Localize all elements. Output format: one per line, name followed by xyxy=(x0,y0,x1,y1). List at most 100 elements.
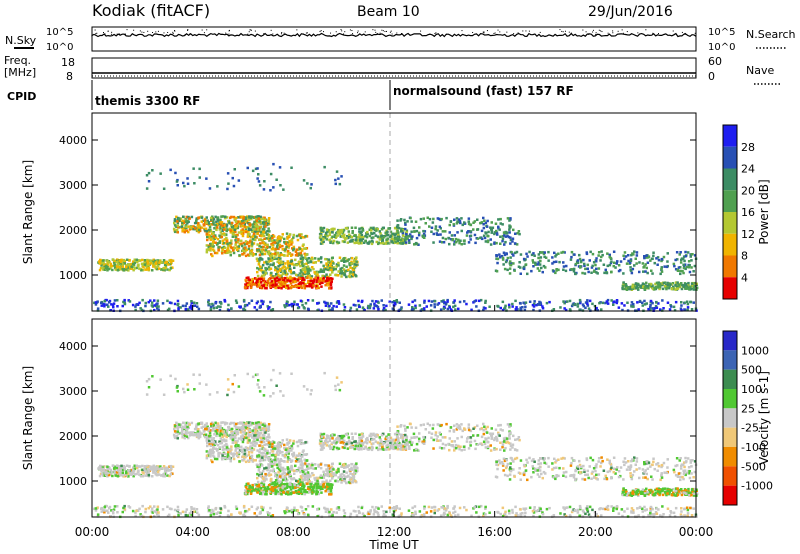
velocity-cell xyxy=(256,431,260,435)
power-cell xyxy=(190,215,194,219)
velocity-cell xyxy=(316,477,319,480)
power-cell xyxy=(339,267,342,270)
velocity-cell xyxy=(231,435,235,439)
power-cell xyxy=(118,268,122,271)
power-cell xyxy=(335,305,338,308)
power-cell xyxy=(207,245,210,249)
power-panel-bg xyxy=(92,113,696,311)
power-cell xyxy=(672,287,675,291)
power-cell xyxy=(555,268,558,271)
velocity-cell xyxy=(216,432,219,435)
velocity-cell xyxy=(292,453,296,457)
power-cell xyxy=(430,300,434,303)
power-cell xyxy=(120,258,123,262)
power-cell xyxy=(340,272,344,275)
velocity-cell xyxy=(261,469,265,473)
power-cell xyxy=(273,275,277,278)
power-cell xyxy=(133,261,137,265)
power-cell xyxy=(98,268,102,272)
nsearch-point xyxy=(582,29,584,31)
nsearch-point xyxy=(381,29,383,31)
power-cell xyxy=(271,244,274,247)
power-cell xyxy=(265,267,269,271)
power-cell xyxy=(96,309,100,312)
power-cell xyxy=(133,267,137,270)
power-cell xyxy=(330,236,333,240)
power-cell xyxy=(301,257,305,261)
power-cell xyxy=(256,225,260,229)
velocity-cell xyxy=(260,454,264,458)
power-cell xyxy=(133,258,136,261)
power-cell xyxy=(675,251,679,254)
velocity-cell xyxy=(319,463,323,466)
power-cell xyxy=(317,275,320,278)
power-cell xyxy=(689,300,692,304)
power-cell xyxy=(225,236,228,240)
nave-label: Nave xyxy=(746,64,774,77)
power-cell xyxy=(446,307,450,311)
power-cell xyxy=(467,220,470,223)
power-cell xyxy=(256,285,259,288)
power-cell xyxy=(258,306,262,309)
power-cell xyxy=(290,262,294,265)
power-cell xyxy=(660,257,664,261)
power-cell xyxy=(425,305,428,308)
power-cell xyxy=(552,270,555,273)
velocity-cell xyxy=(183,434,186,438)
velocity-cell xyxy=(312,467,315,470)
power-cell xyxy=(200,226,204,229)
power-cell xyxy=(322,230,325,233)
velocity-cell xyxy=(234,449,237,452)
power-cell xyxy=(389,230,393,234)
power-cell xyxy=(629,287,632,291)
nsearch-point xyxy=(600,30,602,32)
power-cell xyxy=(499,235,502,238)
power-cell xyxy=(324,280,327,283)
velocity-cell xyxy=(118,474,122,477)
power-cell xyxy=(501,300,505,304)
power-cell xyxy=(311,299,315,302)
power-cell xyxy=(262,278,265,282)
power-cell xyxy=(564,308,568,312)
power-cell xyxy=(121,268,124,271)
power-cell xyxy=(147,263,150,267)
velocity-cell xyxy=(209,453,212,456)
power-cell xyxy=(256,249,259,252)
power-cell xyxy=(174,218,177,222)
power-cell xyxy=(225,240,229,243)
power-cell xyxy=(427,299,431,303)
power-cell xyxy=(352,271,355,274)
power-cell xyxy=(585,300,589,304)
velocity-cell xyxy=(133,473,137,476)
velocity-cell xyxy=(195,423,198,426)
power-cell xyxy=(102,268,105,271)
velocity-cell xyxy=(298,466,301,469)
power-cell xyxy=(532,308,535,312)
power-cell xyxy=(460,243,463,246)
power-cell xyxy=(157,267,161,270)
power-cell xyxy=(255,215,258,219)
power-cell xyxy=(275,283,278,286)
power-cell xyxy=(312,284,315,287)
power-cell xyxy=(485,225,489,228)
power-cell xyxy=(329,240,332,243)
power-cell xyxy=(499,306,502,310)
velocity-cell xyxy=(211,460,214,464)
power-cell xyxy=(233,218,236,221)
power-cell xyxy=(666,260,669,263)
power-cell xyxy=(299,275,302,278)
velocity-cell xyxy=(274,455,277,458)
velocity-cell xyxy=(212,447,215,450)
velocity-cell xyxy=(297,468,301,472)
power-cell xyxy=(107,261,110,264)
velocity-cell xyxy=(301,442,305,445)
power-cell xyxy=(128,258,131,262)
power-cell xyxy=(288,267,292,270)
velocity-cell xyxy=(237,422,240,425)
power-cell xyxy=(153,299,156,302)
power-cell xyxy=(300,261,303,264)
power-cell xyxy=(105,298,108,302)
power-cell xyxy=(584,267,587,271)
nsearch-point xyxy=(483,32,485,34)
power-cell xyxy=(553,251,556,255)
